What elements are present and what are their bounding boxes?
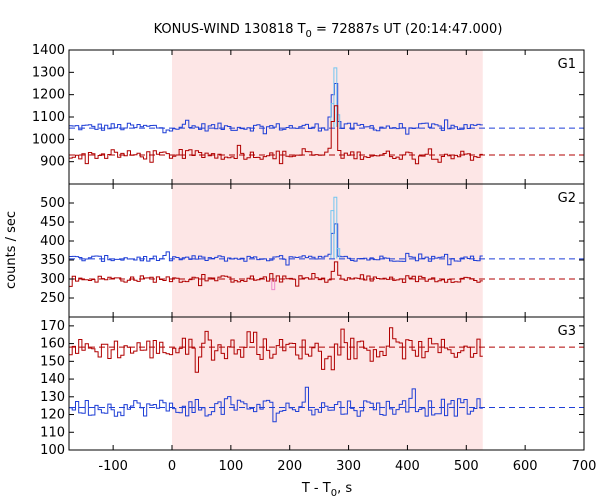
series-red bbox=[69, 105, 483, 165]
x-tick-label: 100 bbox=[218, 459, 243, 474]
y-tick-label: 350 bbox=[40, 253, 65, 268]
x-tick-label: 400 bbox=[395, 459, 420, 474]
y-tick-label: 450 bbox=[40, 215, 65, 230]
y-tick-label: 900 bbox=[40, 155, 65, 170]
x-tick-label: 0 bbox=[168, 459, 176, 474]
y-tick-label: 110 bbox=[40, 425, 65, 440]
x-tick-label: 200 bbox=[277, 459, 302, 474]
y-tick-label: 400 bbox=[40, 234, 65, 249]
y-tick-label: 1200 bbox=[32, 88, 65, 103]
panel-label: G2 bbox=[558, 191, 576, 206]
y-tick-label: 150 bbox=[40, 354, 65, 369]
series-red bbox=[69, 261, 483, 287]
x-tick-label: 500 bbox=[454, 459, 479, 474]
y-tick-label: 1100 bbox=[32, 110, 65, 125]
peak-bin-light_blue bbox=[333, 196, 338, 259]
peak-bin-pink bbox=[271, 279, 276, 291]
y-axis-title: counts / sec bbox=[4, 211, 19, 289]
x-tick-label: -100 bbox=[98, 459, 128, 474]
series-red bbox=[69, 327, 483, 373]
shaded-interval bbox=[172, 184, 483, 317]
chart-title: KONUS-WIND 130818 T0 = 72887s UT (20:14:… bbox=[154, 22, 503, 40]
x-tick-label: 700 bbox=[572, 459, 597, 474]
y-tick-label: 1400 bbox=[32, 43, 65, 58]
y-tick-label: 120 bbox=[40, 408, 65, 423]
y-tick-label: 130 bbox=[40, 390, 65, 405]
y-tick-label: 500 bbox=[40, 196, 65, 211]
x-tick-label: 300 bbox=[336, 459, 361, 474]
y-tick-label: 250 bbox=[40, 291, 65, 306]
peak-bin-light_blue bbox=[333, 67, 338, 127]
peak-bin-light_blue bbox=[336, 248, 341, 259]
shaded-interval bbox=[172, 50, 483, 184]
series-blue bbox=[69, 223, 483, 266]
panel-label: G1 bbox=[558, 57, 576, 72]
panel-g1: 900 1000 1100 1200 1300 1400 G1 bbox=[32, 43, 585, 185]
peak-bin-light_blue bbox=[336, 114, 341, 127]
x-tick-label: 600 bbox=[513, 459, 538, 474]
panel-g2: 250 300 350 400 450 500 G2 bbox=[40, 183, 585, 318]
y-tick-label: 300 bbox=[40, 272, 65, 287]
y-tick-label: 1000 bbox=[32, 132, 65, 147]
y-tick-label: 170 bbox=[40, 319, 65, 334]
y-tick-label: 140 bbox=[40, 372, 65, 387]
y-tick-label: 100 bbox=[40, 443, 65, 458]
y-tick-label: 160 bbox=[40, 337, 65, 352]
panel-frame bbox=[68, 316, 585, 451]
y-tick-label: 1300 bbox=[32, 65, 65, 80]
panel-g3: 100 110 120 130 140 150 160 170 G3 bbox=[40, 316, 585, 458]
x-axis-title: T - T0, s bbox=[301, 481, 352, 499]
panel-label: G3 bbox=[558, 324, 576, 339]
series-blue bbox=[69, 386, 483, 423]
shaded-interval bbox=[172, 317, 483, 450]
